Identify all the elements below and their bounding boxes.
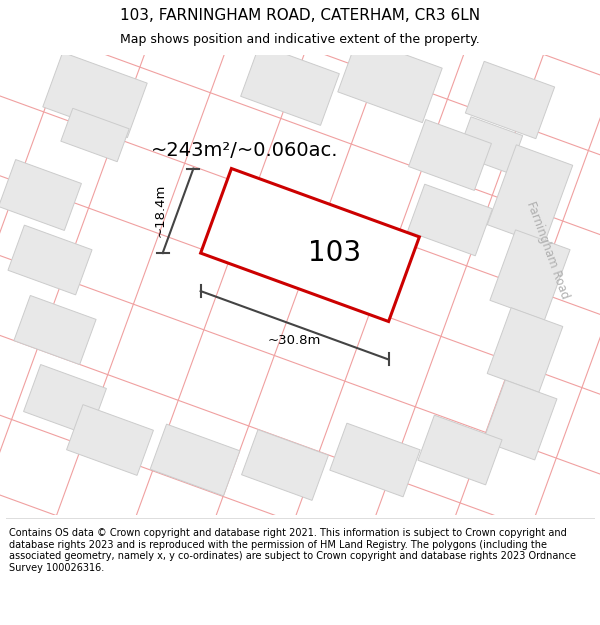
Polygon shape bbox=[61, 108, 129, 162]
Polygon shape bbox=[67, 404, 154, 476]
Polygon shape bbox=[23, 364, 106, 436]
Text: ~18.4m: ~18.4m bbox=[154, 184, 167, 238]
Polygon shape bbox=[466, 61, 554, 139]
Polygon shape bbox=[8, 225, 92, 295]
Polygon shape bbox=[483, 380, 557, 460]
Polygon shape bbox=[0, 159, 82, 231]
Polygon shape bbox=[338, 38, 442, 122]
Text: 103, FARNINGHAM ROAD, CATERHAM, CR3 6LN: 103, FARNINGHAM ROAD, CATERHAM, CR3 6LN bbox=[120, 8, 480, 23]
Text: ~30.8m: ~30.8m bbox=[268, 334, 321, 347]
Text: Farningham Road: Farningham Road bbox=[524, 199, 572, 301]
Polygon shape bbox=[241, 44, 340, 126]
Polygon shape bbox=[409, 119, 491, 191]
Polygon shape bbox=[14, 296, 96, 364]
Polygon shape bbox=[407, 184, 493, 256]
Polygon shape bbox=[242, 429, 328, 501]
Polygon shape bbox=[418, 415, 502, 485]
Polygon shape bbox=[330, 423, 420, 497]
Polygon shape bbox=[43, 52, 147, 138]
Text: ~243m²/~0.060ac.: ~243m²/~0.060ac. bbox=[151, 141, 339, 159]
Polygon shape bbox=[490, 230, 570, 320]
Text: Contains OS data © Crown copyright and database right 2021. This information is : Contains OS data © Crown copyright and d… bbox=[9, 528, 576, 573]
Polygon shape bbox=[457, 117, 523, 173]
Polygon shape bbox=[487, 145, 573, 245]
Text: Map shows position and indicative extent of the property.: Map shows position and indicative extent… bbox=[120, 33, 480, 46]
Text: 103: 103 bbox=[308, 239, 362, 267]
Polygon shape bbox=[487, 308, 563, 392]
Polygon shape bbox=[200, 169, 419, 321]
Polygon shape bbox=[150, 424, 240, 496]
